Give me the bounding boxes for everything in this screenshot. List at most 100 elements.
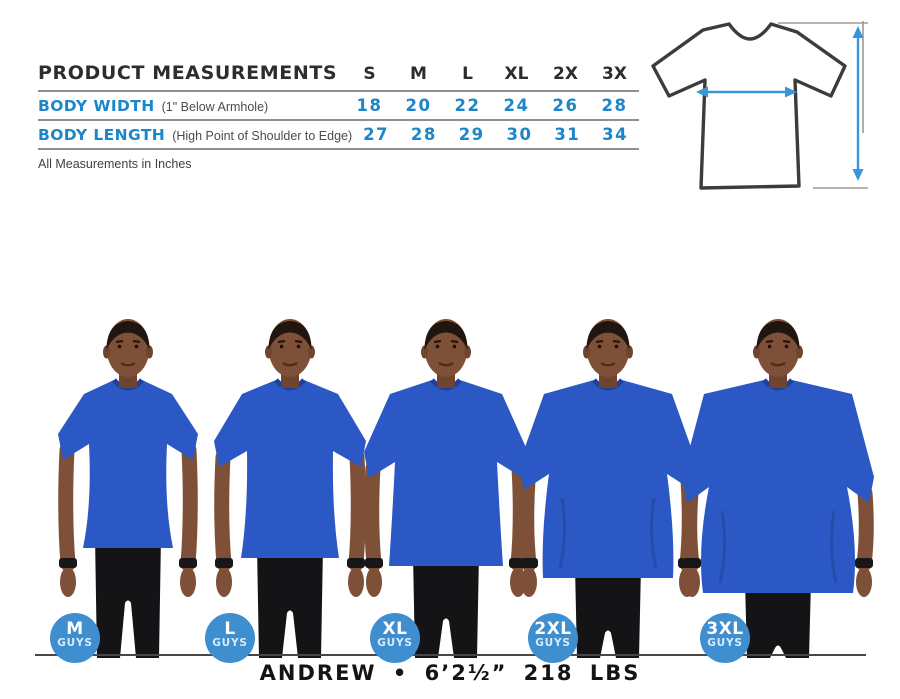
hair [268, 321, 312, 350]
tshirt-diagram-svg [651, 21, 868, 190]
size-column-header: 3X [602, 64, 627, 84]
watch [683, 558, 701, 568]
hair [424, 321, 468, 350]
row-note: (High Point of Shoulder to Edge) [172, 128, 353, 143]
row-label: BODY LENGTH [38, 125, 166, 144]
face [277, 339, 303, 367]
badge-size-label: XL [382, 619, 408, 639]
table-title: PRODUCT MEASUREMENTS [38, 62, 338, 84]
bracelet [347, 558, 365, 568]
badge-size-label: 3XL [706, 619, 744, 639]
face [433, 339, 459, 367]
size-column-header: L [462, 64, 473, 84]
size-column-header: 2X [553, 64, 578, 84]
bracelet [855, 558, 873, 568]
hair [106, 321, 150, 350]
table-body: BODY WIDTH (1" Below Armhole) 18 20 22 24 26… [38, 92, 639, 150]
measurement-value: 30 [506, 125, 533, 144]
table-footnote: All Measurements in Inches [38, 157, 192, 171]
arms [214, 449, 366, 597]
tshirt [519, 380, 697, 578]
tshirt [364, 380, 528, 566]
body-length-arrow [852, 26, 864, 181]
badge-sublabel: GUYS [707, 637, 743, 649]
watch [365, 558, 383, 568]
table-row: BODY LENGTH (High Point of Shoulder to E… [38, 121, 639, 148]
measurement-value: 27 [363, 125, 390, 144]
ear [583, 345, 590, 359]
size-badge-xl: XL GUYS [370, 613, 420, 663]
badge-sublabel: GUYS [57, 637, 93, 649]
measurement-value: 29 [458, 125, 485, 144]
size-header-cells: S M L XL 2X 3X [345, 64, 639, 84]
table-divider [38, 119, 639, 121]
photo-baseline [35, 654, 866, 656]
measurement-value: 26 [552, 96, 579, 115]
size-column-header: M [410, 64, 427, 84]
ear [421, 345, 428, 359]
pants [413, 554, 479, 658]
ear [796, 345, 803, 359]
tshirt [58, 380, 198, 548]
tshirt-measurement-diagram [645, 12, 888, 210]
ear [626, 345, 633, 359]
badge-size-label: M [66, 619, 84, 639]
tshirt [682, 380, 874, 593]
face [765, 339, 791, 367]
size-badge-2xl: 2XL GUYS [528, 613, 578, 663]
size-badge-3xl: 3XL GUYS [700, 613, 750, 663]
ear [265, 345, 272, 359]
model-photo-m [58, 319, 198, 658]
size-badge-l: L GUYS [205, 613, 255, 663]
measurement-value: 24 [503, 96, 530, 115]
pants [745, 581, 811, 658]
model-caption: ANDREW • 6’2½” 218 LBS [259, 661, 641, 685]
ear [308, 345, 315, 359]
pants [257, 546, 323, 658]
face [115, 339, 141, 367]
hair [756, 321, 800, 350]
pants [575, 566, 641, 658]
table-divider [38, 148, 639, 150]
ear [103, 345, 110, 359]
face [595, 339, 621, 367]
ear [146, 345, 153, 359]
size-column-header: S [363, 64, 376, 84]
pants [95, 536, 161, 658]
size-badge-m: M GUYS [50, 613, 100, 663]
badge-sublabel: GUYS [377, 637, 413, 649]
model-photo-l [214, 319, 366, 658]
measurement-table: PRODUCT MEASUREMENTS S M L XL 2X 3X BODY WIDT… [38, 52, 639, 171]
tshirt [214, 380, 366, 558]
row-note: (1" Below Armhole) [161, 99, 269, 114]
watch [215, 558, 233, 568]
badge-sublabel: GUYS [212, 637, 248, 649]
measurement-value: 28 [410, 125, 437, 144]
bracelet [179, 558, 197, 568]
size-column-header: XL [504, 64, 529, 84]
measurement-value: 31 [554, 125, 581, 144]
ear [753, 345, 760, 359]
watch [520, 558, 538, 568]
table-header-row: PRODUCT MEASUREMENTS S M L XL 2X 3X [38, 52, 639, 90]
model-photo-3xl [682, 319, 874, 658]
measurement-value: 34 [602, 125, 629, 144]
table-row: BODY WIDTH (1" Below Armhole) 18 20 22 24 26… [38, 92, 639, 119]
row-label: BODY WIDTH [38, 96, 155, 115]
measurement-value: 28 [601, 96, 628, 115]
hair [586, 321, 630, 350]
body-width-arrow [696, 86, 797, 98]
table-divider [38, 90, 639, 92]
measurement-value: 22 [454, 96, 481, 115]
measurement-value: 20 [405, 96, 432, 115]
ear [464, 345, 471, 359]
tshirt-outline [651, 22, 847, 190]
badge-sublabel: GUYS [535, 637, 571, 649]
watch [59, 558, 77, 568]
arms [58, 442, 198, 597]
measurement-value: 18 [356, 96, 383, 115]
badge-size-label: 2XL [534, 619, 572, 639]
badge-size-label: L [224, 619, 236, 639]
model-photo-2xl [519, 319, 697, 658]
